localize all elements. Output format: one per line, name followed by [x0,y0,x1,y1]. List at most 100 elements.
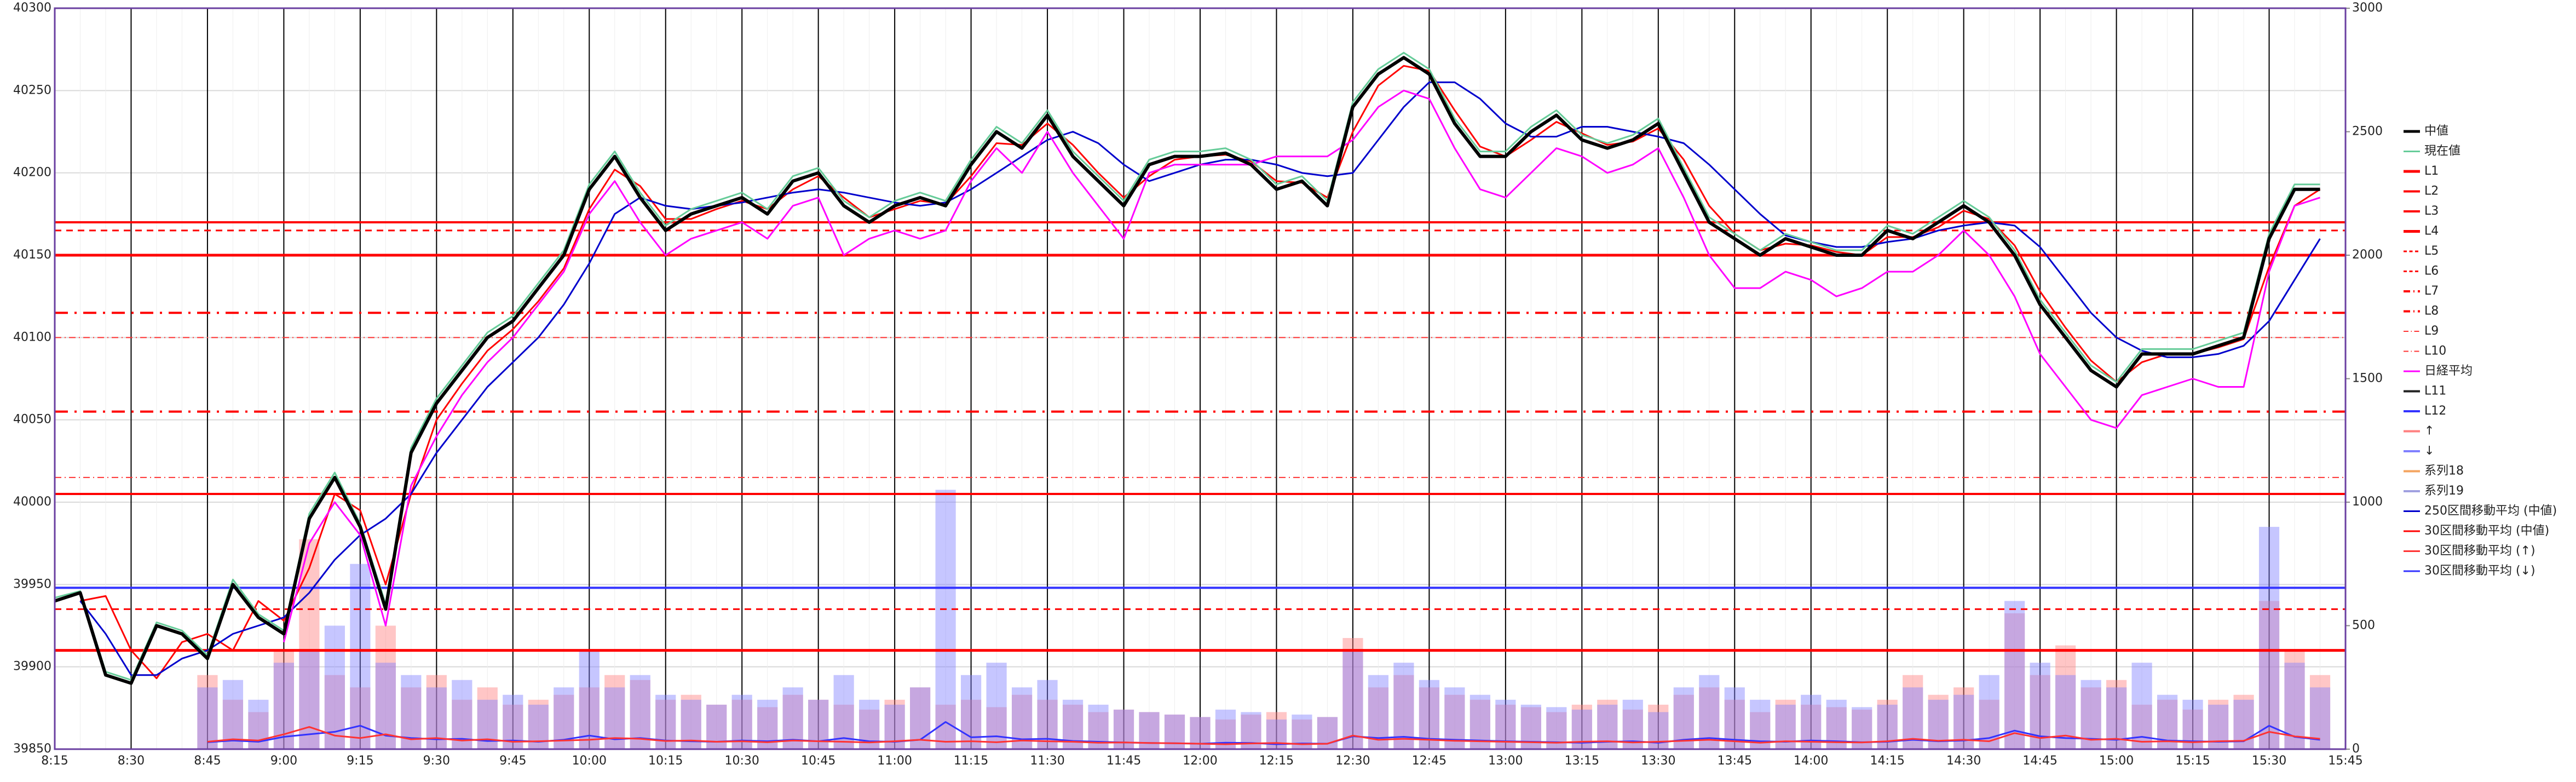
x-tick-label: 9:15 [347,754,373,768]
volume-bar [197,687,218,749]
y-tick-label: 39950 [13,577,51,591]
volume-bar [2004,601,2025,749]
volume-bar [299,539,320,749]
x-tick-label: 15:15 [2175,754,2210,768]
volume-bar [452,680,472,749]
volume-bar [2309,675,2331,749]
volume-bar [2106,680,2127,749]
y-tick-label: 40100 [13,330,51,344]
y-tick-label: 40200 [13,166,51,180]
x-tick-label: 15:30 [2252,754,2286,768]
x-tick-label: 11:00 [877,754,912,768]
x-tick-label: 11:30 [1030,754,1064,768]
volume-bar [2055,645,2076,749]
y-tick-label: 40250 [13,83,51,97]
x-tick-label: 10:45 [801,754,835,768]
x-tick-label: 12:15 [1259,754,1294,768]
y2-tick-label: 0 [2352,742,2360,756]
axes: 39850 39900 39950 40000 40050 40100 40150 40200… [13,1,2383,768]
legend-label: 中値 [2424,124,2448,138]
y2-tick-label: 1000 [2352,495,2383,509]
volume-bar [935,490,956,749]
x-tick-label: 11:15 [954,754,988,768]
legend-label: L7 [2424,284,2439,298]
legend-label: 現在値 [2424,145,2460,158]
legend-label: ↓ [2424,444,2434,458]
legend-label: L4 [2424,225,2439,238]
y2-tick-label: 2500 [2352,125,2383,139]
x-tick-label: 14:00 [1794,754,1828,768]
x-tick-label: 11:45 [1107,754,1141,768]
legend-label: L5 [2424,244,2439,258]
volume-bar [579,650,600,749]
volume-bar [1953,687,1974,749]
y-tick-label: 40050 [13,413,51,427]
volume-bar [630,675,650,749]
x-tick-label: 8:45 [194,754,221,768]
volume-bar [426,675,447,749]
series-line [207,726,2320,745]
legend-label: L11 [2424,384,2446,398]
y2-tick-label: 500 [2352,619,2375,633]
legend-label: L12 [2424,404,2446,418]
volume-bar [324,625,345,749]
legend-label: L8 [2424,304,2439,318]
x-tick-label: 12:30 [1335,754,1370,768]
x-tick-label: 10:00 [572,754,607,768]
x-tick-label: 9:45 [499,754,526,768]
legend-label: L6 [2424,264,2439,278]
y-tick-label: 40150 [13,248,51,262]
series-line [283,89,2320,642]
volume-bar [604,675,625,749]
y-tick-label: 39900 [13,660,51,674]
volume-bar [2258,527,2280,749]
legend-label: 30区間移動平均 (↓) [2424,564,2535,578]
lines [54,51,2321,745]
legend-label: L10 [2424,344,2446,358]
legend-label: L1 [2424,164,2439,178]
y-tick-label: 40000 [13,495,51,509]
y2-tick-label: 1500 [2352,372,2383,386]
volume-bar [197,675,218,749]
volume-bar [299,650,320,749]
levels [55,221,2346,652]
y2-tick-label: 2000 [2352,248,2383,262]
x-tick-label: 14:30 [1946,754,1981,768]
x-tick-label: 13:30 [1641,754,1675,768]
volume-bar [2309,687,2331,749]
legend-label: 250区間移動平均 (中値) [2424,504,2557,518]
volume-bar [350,564,371,749]
volume-bar [1037,680,1058,749]
volume-bar [1648,712,1669,749]
plot-frame [54,7,2347,750]
legend-label: 30区間移動平均 (↑) [2424,544,2535,558]
x-tick-label: 13:45 [1718,754,1752,768]
volume-bar [248,712,269,749]
volume-bar [1393,663,1414,749]
series-line [54,51,2320,681]
x-tick-label: 9:00 [270,754,297,768]
volume-bar [1342,638,1363,749]
x-tick-label: 13:15 [1565,754,1599,768]
legend-label: 系列19 [2424,484,2464,498]
legend-label: 系列18 [2424,464,2464,478]
volume-bar [2258,601,2280,749]
x-tick-label: 15:45 [2328,754,2362,768]
volume-bar [2004,613,2025,749]
x-tick-label: 9:30 [423,754,450,768]
volume-bar [1342,650,1363,749]
volume-bar [2131,663,2152,749]
volume-bar [350,687,371,749]
volume-bar [782,687,803,749]
x-tick-label: 14:15 [1870,754,1904,768]
x-tick-label: 10:15 [648,754,683,768]
x-tick-label: 12:45 [1412,754,1447,768]
volume-bar [375,625,396,749]
legend-label: L2 [2424,185,2439,198]
x-tick-label: 15:00 [2099,754,2134,768]
series-line [54,56,2320,685]
volume-bar [1699,675,1720,749]
